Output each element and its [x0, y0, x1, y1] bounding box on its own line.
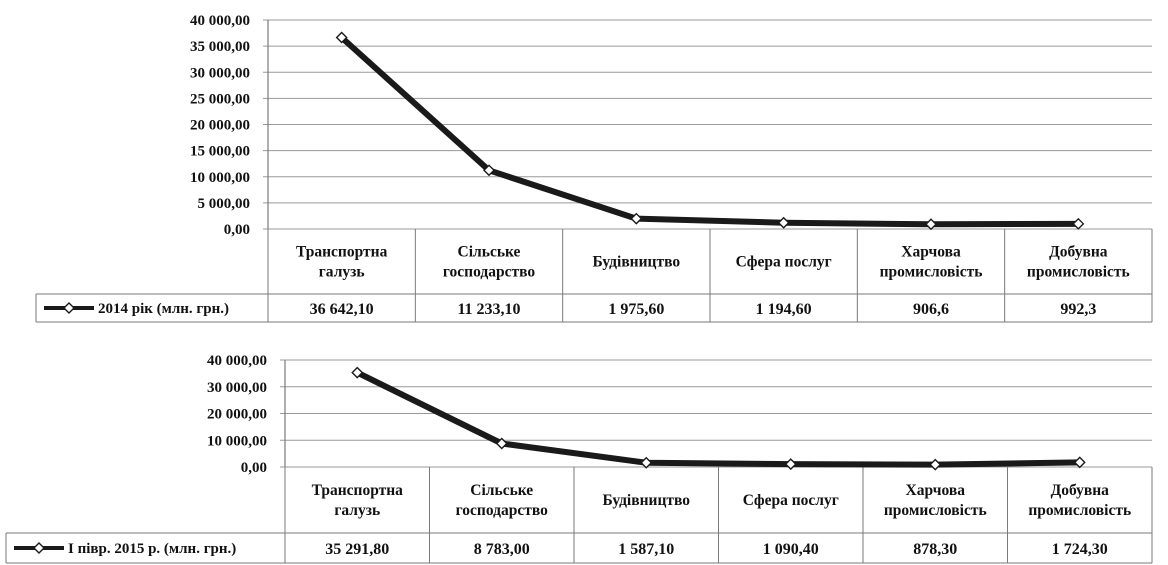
category-label: промисловість	[880, 264, 983, 281]
table-value: 36 642,10	[310, 301, 374, 318]
y-tick-label: 40 000,00	[207, 353, 267, 369]
y-tick-label: 10 000,00	[207, 433, 267, 449]
legend-label: 2014 рік (млн. грн.)	[98, 301, 229, 317]
y-tick-label: 20 000,00	[190, 118, 250, 134]
category-label: промисловість	[1028, 502, 1131, 519]
y-tick-label: 0,00	[224, 222, 250, 238]
table-value: 8 783,00	[474, 541, 530, 558]
y-tick-label: 40 000,00	[190, 13, 250, 29]
legend-marker-key	[33, 542, 45, 554]
category-label: Сфера послуг	[736, 254, 832, 271]
data-point	[335, 31, 348, 44]
legend-marker-key	[63, 302, 75, 314]
y-tick-label: 20 000,00	[207, 407, 267, 423]
category-label: Транспортна	[312, 482, 404, 499]
table-value: 1 724,30	[1052, 541, 1108, 558]
category-label: Харчова	[906, 482, 966, 499]
category-label: Добувна	[1049, 244, 1108, 261]
data-point	[495, 437, 508, 450]
data-point	[1073, 456, 1086, 469]
table-value: 992,3	[1060, 301, 1096, 318]
series-line	[338, 34, 1082, 228]
series-line	[354, 369, 1083, 468]
data-point	[1072, 217, 1085, 230]
data-point	[483, 164, 495, 177]
y-tick-label: 10 000,00	[190, 170, 250, 186]
y-tick-label: 15 000,00	[190, 144, 250, 160]
category-label: промисловість	[884, 502, 987, 519]
table-value: 878,30	[913, 541, 957, 558]
category-label: Будівництво	[593, 254, 681, 271]
category-label: галузь	[334, 502, 380, 519]
table-value: 1 090,40	[763, 541, 819, 558]
data-point	[351, 366, 364, 379]
category-label: промисловість	[1027, 264, 1130, 281]
y-tick-label: 5 000,00	[198, 196, 251, 212]
category-label: Сільське	[470, 482, 533, 499]
y-tick-label: 0,00	[241, 460, 267, 476]
table-value: 1 587,10	[618, 541, 674, 558]
data-point	[925, 218, 937, 231]
table-value: 1 194,60	[756, 301, 812, 318]
table-value: 11 233,10	[457, 301, 520, 318]
category-label: Будівництво	[602, 492, 690, 509]
y-tick-label: 35 000,00	[190, 39, 250, 55]
category-label: Харчова	[901, 244, 961, 261]
chart-2014: 0,00 5 000,00 10 000,00 15 000,00 20 000,00 2…	[35, 13, 1153, 323]
y-tick-label: 25 000,00	[190, 91, 250, 107]
data-point	[640, 456, 653, 469]
y-tick-label: 30 000,00	[207, 380, 267, 396]
table-value: 906,6	[913, 301, 949, 318]
data-point	[929, 458, 942, 471]
category-label: Транспортна	[296, 244, 388, 261]
y-tick-label: 30 000,00	[190, 65, 250, 81]
category-label: Сфера послуг	[743, 492, 839, 509]
category-label: Добувна	[1051, 482, 1110, 499]
data-point	[777, 216, 790, 229]
legend-label: І півр. 2015 р. (млн. грн.)	[68, 541, 236, 557]
category-label: галузь	[319, 264, 365, 281]
category-label: Сільське	[458, 244, 521, 261]
category-label: господарство	[456, 502, 548, 519]
data-point	[630, 212, 643, 225]
data-point	[784, 458, 797, 471]
table-value: 1 975,60	[608, 301, 664, 318]
chart-2015-h1: 0,00 10 000,00 20 000,00 30 000,00 40 000,00…	[5, 353, 1153, 564]
table-value: 35 291,80	[325, 541, 389, 558]
category-label: господарство	[443, 264, 535, 281]
